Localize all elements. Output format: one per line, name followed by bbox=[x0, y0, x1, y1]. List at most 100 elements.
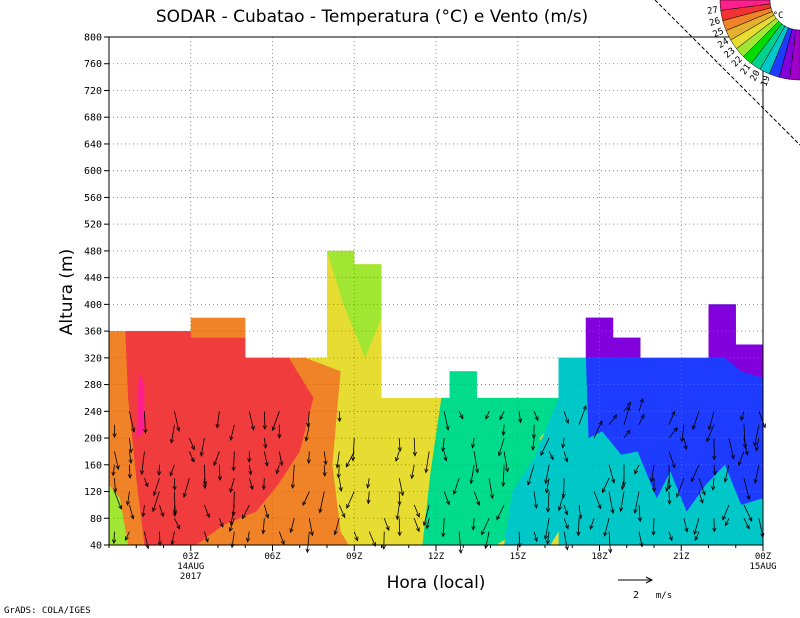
wind-arrow bbox=[353, 531, 359, 542]
grads-credit: GrADS: COLA/IGES bbox=[4, 606, 91, 616]
wind-arrow bbox=[728, 437, 735, 460]
wind-arrow bbox=[533, 531, 538, 543]
wind-arrow bbox=[351, 438, 356, 462]
wind-arrow bbox=[443, 451, 448, 462]
wind-arrow bbox=[621, 464, 627, 487]
wind-arrow bbox=[323, 451, 328, 466]
wind-arrow bbox=[712, 438, 717, 461]
wind-arrow bbox=[169, 424, 175, 444]
wind-arrow bbox=[144, 478, 149, 488]
y-axis-label: Altura (m) bbox=[57, 249, 77, 335]
wind-arrow bbox=[623, 405, 631, 425]
temp-region-hot-spot bbox=[136, 371, 145, 439]
wind-arrow bbox=[231, 451, 236, 472]
wind-arrow bbox=[743, 518, 750, 530]
wind-arrow bbox=[563, 504, 569, 516]
wind-arrow bbox=[638, 413, 645, 425]
wind-arrow bbox=[531, 438, 536, 451]
wind-arrow bbox=[638, 398, 644, 412]
wind-arrow bbox=[634, 464, 640, 475]
legend-unit: °C bbox=[773, 11, 784, 21]
wind-arrow bbox=[366, 478, 371, 489]
wind-reference-unit: m/s bbox=[656, 591, 672, 601]
wind-arrow bbox=[129, 504, 135, 520]
wind-arrow bbox=[443, 491, 450, 506]
temp-region-midday-green bbox=[327, 250, 382, 358]
wind-arrow bbox=[563, 411, 569, 424]
y-tick-label: 800 bbox=[84, 33, 102, 44]
wind-arrow bbox=[496, 504, 505, 521]
wind-arrow bbox=[485, 411, 490, 420]
wind-arrow bbox=[275, 464, 280, 475]
wind-arrow bbox=[397, 491, 402, 506]
wind-arrow bbox=[488, 478, 494, 500]
x-tick-label: 03Z bbox=[183, 552, 200, 562]
wind-arrow bbox=[368, 531, 376, 547]
wind-arrow bbox=[637, 504, 643, 523]
y-tick-label: 400 bbox=[84, 300, 102, 311]
wind-arrow bbox=[189, 437, 195, 451]
wind-arrow bbox=[170, 531, 175, 546]
wind-arrow bbox=[668, 531, 673, 542]
wind-arrow bbox=[308, 518, 314, 537]
wind-arrow bbox=[248, 464, 253, 476]
wind-arrow bbox=[422, 504, 430, 527]
wind-arrow bbox=[533, 411, 539, 422]
legend-label: 20 bbox=[749, 69, 763, 83]
wind-arrow bbox=[125, 491, 131, 506]
wind-arrow bbox=[277, 424, 282, 439]
wind-arrow bbox=[217, 464, 223, 481]
y-tick-label: 200 bbox=[84, 434, 102, 445]
wind-arrow bbox=[129, 411, 136, 433]
wind-arrow bbox=[497, 437, 505, 457]
y-tick-label: 680 bbox=[84, 113, 102, 124]
wind-arrow bbox=[753, 464, 760, 484]
wind-arrow bbox=[246, 531, 251, 543]
legend-label: 26 bbox=[708, 16, 721, 29]
wind-arrow bbox=[322, 464, 327, 477]
wind-arrow bbox=[263, 437, 268, 450]
wind-arrow bbox=[608, 464, 616, 484]
wind-arrow bbox=[665, 478, 670, 493]
wind-arrow bbox=[204, 504, 210, 519]
wind-arrow bbox=[608, 491, 615, 515]
wind-arrow bbox=[469, 464, 475, 485]
wind-arrow bbox=[452, 478, 460, 495]
temperature-field bbox=[109, 250, 763, 545]
wind-arrow bbox=[683, 437, 688, 451]
wind-arrow bbox=[199, 437, 205, 457]
wind-arrow bbox=[563, 531, 569, 551]
wind-arrow bbox=[633, 491, 640, 514]
wind-arrow bbox=[305, 531, 310, 554]
wind-arrow bbox=[338, 504, 346, 519]
wind-vectors bbox=[111, 398, 766, 555]
wind-arrow bbox=[473, 451, 480, 474]
wind-arrow bbox=[499, 411, 505, 421]
wind-arrow bbox=[527, 464, 535, 486]
x-tick-date: 15AUG bbox=[749, 562, 776, 572]
wind-arrow bbox=[651, 478, 657, 493]
wind-arrow bbox=[589, 518, 595, 530]
wind-arrow bbox=[215, 411, 220, 429]
wind-arrow bbox=[229, 478, 235, 493]
wind-arrow bbox=[676, 478, 685, 498]
y-tick-label: 40 bbox=[90, 541, 102, 552]
wind-arrow bbox=[306, 411, 311, 428]
temp-region-afternoon-edge bbox=[422, 371, 486, 545]
wind-arrow bbox=[593, 420, 603, 439]
wind-arrow bbox=[152, 491, 160, 513]
wind-arrow bbox=[443, 411, 450, 431]
wind-arrow bbox=[667, 464, 672, 490]
wind-arrow bbox=[128, 438, 133, 454]
wind-arrow bbox=[174, 411, 181, 432]
y-tick-label: 320 bbox=[84, 353, 102, 364]
temp-region-warm-core bbox=[125, 331, 314, 545]
y-tick-label: 120 bbox=[84, 487, 102, 498]
wind-arrow bbox=[698, 491, 704, 504]
wind-arrow bbox=[213, 451, 220, 467]
y-tick-label: 760 bbox=[84, 59, 102, 70]
wind-arrow bbox=[172, 504, 177, 518]
wind-arrow bbox=[337, 411, 342, 423]
